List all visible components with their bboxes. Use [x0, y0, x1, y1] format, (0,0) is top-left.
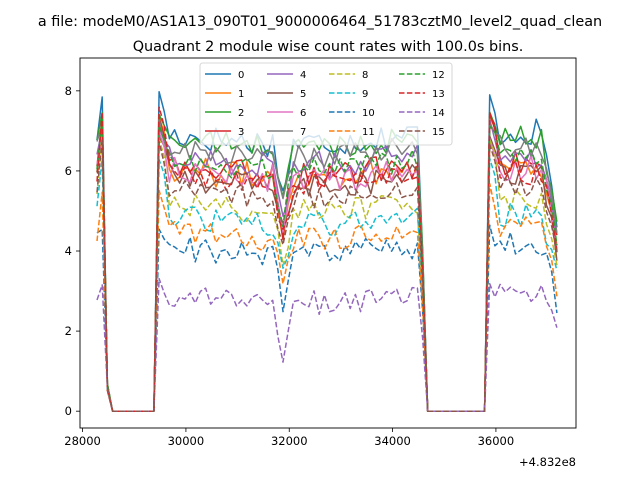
y-tick-label: 8	[65, 84, 72, 98]
x-axis: 28000 30000 32000 34000 36000	[64, 428, 514, 448]
x-tick-label: 32000	[271, 434, 308, 448]
plot-area-frame	[79, 57, 577, 429]
legend-label-10: 10	[362, 108, 375, 119]
y-tick-label: 2	[65, 324, 72, 338]
series-line-9	[96, 157, 558, 412]
legend-label-3: 3	[238, 127, 244, 138]
legend-label-4: 4	[300, 70, 306, 81]
legend-label-9: 9	[362, 89, 368, 100]
series-line-15	[96, 138, 558, 412]
legend-label-15: 15	[432, 127, 445, 138]
x-tick-label: 30000	[168, 434, 205, 448]
legend-label-8: 8	[362, 70, 368, 81]
y-axis: 0 2 4 6 8	[65, 84, 80, 418]
series-line-11	[96, 182, 558, 412]
chart-title: Quadrant 2 module wise count rates with …	[133, 39, 524, 55]
x-axis-offset-label: +4.832e8	[519, 455, 576, 469]
y-tick-label: 0	[65, 404, 72, 418]
x-tick-label: 36000	[478, 434, 515, 448]
legend-label-14: 14	[432, 108, 445, 119]
legend-label-7: 7	[300, 127, 306, 138]
x-tick-label: 34000	[374, 434, 411, 448]
legend-label-11: 11	[362, 127, 375, 138]
figure-suptitle: a file: modeM0/AS1A13_090T01_9000006464_…	[38, 14, 602, 30]
y-tick-label: 6	[65, 164, 72, 178]
legend-label-1: 1	[238, 89, 244, 100]
legend-label-13: 13	[432, 89, 445, 100]
legend-frame	[199, 62, 453, 146]
legend-label-5: 5	[300, 89, 306, 100]
legend-label-12: 12	[432, 70, 445, 81]
y-tick-label: 4	[65, 244, 72, 258]
legend-label-2: 2	[238, 108, 244, 119]
legend-label-6: 6	[300, 108, 306, 119]
x-tick-label: 28000	[64, 434, 101, 448]
legend-label-0: 0	[238, 70, 244, 81]
